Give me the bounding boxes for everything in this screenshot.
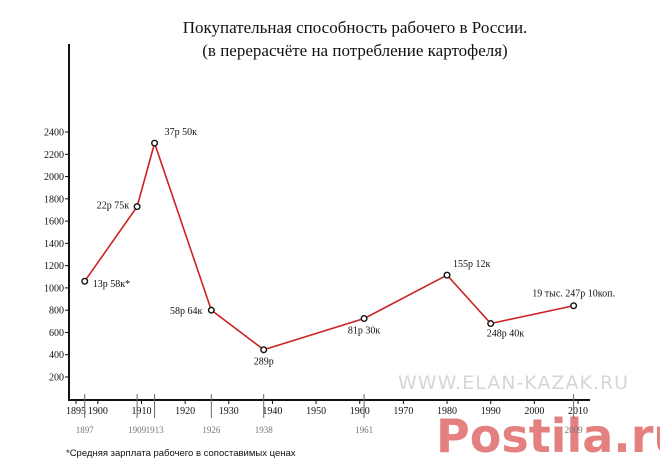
x-tick-label: 1930 xyxy=(219,406,239,417)
data-label: 37р 50к xyxy=(165,127,198,138)
chart-subtitle: (в перерасчёте на потребление картофеля) xyxy=(202,41,507,60)
data-point xyxy=(133,203,141,211)
data-label: 22р 75к xyxy=(97,201,130,212)
y-tick-label: 800 xyxy=(49,306,64,317)
y-tick-label: 1000 xyxy=(44,283,64,294)
y-tick-label: 1400 xyxy=(44,239,64,250)
y-tick-label: 1800 xyxy=(44,194,64,205)
footnote: *Средняя зарплата рабочего в сопоставимы… xyxy=(66,448,296,459)
data-point xyxy=(443,271,451,279)
chart-title: Покупательная способность рабочего в Рос… xyxy=(183,18,528,37)
y-tick-label: 600 xyxy=(49,328,64,339)
y-tick-label: 2000 xyxy=(44,172,64,183)
x-tick-label: 1920 xyxy=(175,406,195,417)
x-subtick-label: 1938 xyxy=(255,425,274,435)
data-point xyxy=(260,346,268,354)
x-subtick-label: 1909 xyxy=(128,425,147,435)
data-point xyxy=(570,302,578,310)
series-line xyxy=(84,140,574,351)
data-label: 13р 58к* xyxy=(93,279,130,290)
watermark-logo: Postila.ru xyxy=(436,409,660,463)
y-tick-label: 400 xyxy=(49,350,64,361)
y-tick-label: 1200 xyxy=(44,261,64,272)
data-label: 58р 64к xyxy=(170,306,203,317)
data-point xyxy=(487,320,495,328)
x-tick-label: 2010 xyxy=(568,406,588,417)
data-point xyxy=(81,277,89,285)
x-tick-label: 1950 xyxy=(306,406,326,417)
x-subtick-label: 2009 xyxy=(565,425,584,435)
x-subtick-label: 1961 xyxy=(355,425,373,435)
x-tick-label: 1900 xyxy=(88,406,108,417)
x-subtick-label: 1897 xyxy=(76,425,95,435)
data-label: 248р 40к xyxy=(487,329,525,340)
x-subtick-label: 1926 xyxy=(202,425,221,435)
watermark-site: WWW.ELAN-KAZAK.RU xyxy=(398,372,629,394)
data-point xyxy=(207,306,215,314)
x-tick-label: 1910 xyxy=(131,406,151,417)
data-label: 289р xyxy=(254,357,274,368)
x-tick-label: 1960 xyxy=(350,406,370,417)
x-tick-label: 1980 xyxy=(437,406,457,417)
data-label: 81р 30к xyxy=(348,326,381,337)
y-tick-label: 1600 xyxy=(44,217,64,228)
x-axis-ticks: 1895 1900 1910 1920 1930 1940 1950 1960 1970 1980… xyxy=(66,394,588,435)
x-tick-label: 1990 xyxy=(481,406,501,417)
y-tick-label: 2400 xyxy=(44,128,64,139)
x-tick-label: 1970 xyxy=(393,406,413,417)
x-tick-label: 1940 xyxy=(262,406,282,417)
y-tick-label: 200 xyxy=(49,373,64,384)
y-axis-ticks: 200 400 600 800 1000 1200 1400 1600 1800 2000 2200… xyxy=(44,128,69,384)
series-group: 13р 58к* 22р 75к 37р 50к 58р 64к 289р 81р 30к… xyxy=(81,127,615,368)
x-subtick-label: 1913 xyxy=(146,425,165,435)
data-point xyxy=(151,139,159,147)
data-label: 19 тыс. 247р 10коп. xyxy=(532,289,615,300)
data-label: 155р 12к xyxy=(453,259,491,270)
x-tick-label: 2000 xyxy=(524,406,544,417)
data-point xyxy=(360,315,368,323)
x-tick-label: 1895 xyxy=(66,406,86,417)
y-tick-label: 2200 xyxy=(44,150,64,161)
axes xyxy=(68,44,590,401)
